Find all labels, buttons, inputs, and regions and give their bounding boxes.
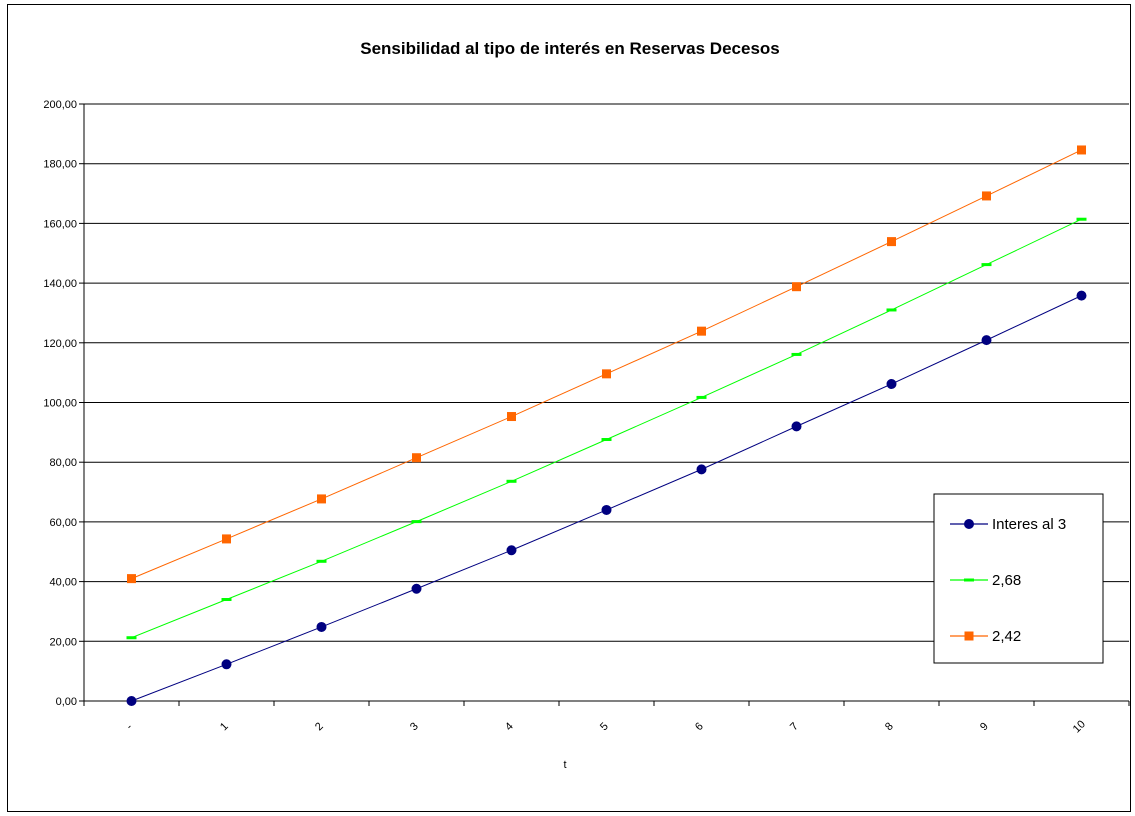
series <box>126 217 1087 640</box>
data-point <box>792 282 801 292</box>
data-point <box>964 631 974 641</box>
data-point <box>126 696 137 706</box>
chart-title: Sensibilidad al tipo de interés en Reser… <box>360 39 780 58</box>
data-point <box>886 308 897 312</box>
x-axis-ticks: - 1 2 3 4 5 6 7 8 9 10 <box>83 701 1130 735</box>
data-point <box>1077 145 1086 155</box>
legend-box <box>933 493 1104 664</box>
x-tick-label: 1 <box>218 720 231 733</box>
x-tick-label: 7 <box>788 720 801 733</box>
y-tick-label: 120,00 <box>43 338 77 350</box>
data-point <box>601 504 612 515</box>
x-tick-label: 5 <box>598 720 611 733</box>
y-tick-label: 80,00 <box>49 457 77 469</box>
series-group <box>126 145 1087 706</box>
data-point <box>316 559 327 563</box>
y-tick-label: 180,00 <box>43 159 77 171</box>
data-point <box>601 438 612 442</box>
data-point <box>791 421 802 432</box>
legend: Interes al 3 2,68 2,42 <box>933 493 1104 664</box>
data-point <box>411 583 422 594</box>
data-point <box>127 574 136 584</box>
legend-item: 2,42 <box>950 628 1021 645</box>
data-point <box>411 520 422 524</box>
data-point <box>221 598 232 602</box>
x-tick-label: 3 <box>408 720 421 733</box>
data-point <box>791 352 802 356</box>
x-tick-label: 9 <box>978 720 991 733</box>
legend-label: 2,68 <box>992 572 1021 589</box>
data-point <box>317 494 326 504</box>
series <box>126 290 1087 706</box>
data-point <box>887 237 896 247</box>
data-point <box>696 464 707 475</box>
series <box>127 145 1086 584</box>
x-tick-label: 2 <box>313 720 326 733</box>
data-point <box>507 412 516 422</box>
data-point <box>964 578 974 582</box>
data-point <box>981 263 992 267</box>
data-point <box>1076 217 1087 221</box>
data-point <box>886 378 897 389</box>
data-point <box>602 369 611 379</box>
legend-label: 2,42 <box>992 628 1021 645</box>
y-tick-label: 20,00 <box>49 636 77 648</box>
x-tick-label: 6 <box>693 720 706 733</box>
y-tick-label: 0,00 <box>56 696 77 708</box>
x-tick-label: 10 <box>1071 718 1088 735</box>
legend-item: 2,68 <box>950 572 1021 589</box>
data-point <box>506 479 517 483</box>
x-tick-label: 8 <box>883 720 896 733</box>
data-point <box>1076 290 1087 301</box>
y-tick-label: 160,00 <box>43 218 77 230</box>
legend-item: Interes al 3 <box>950 516 1066 533</box>
data-point <box>222 534 231 544</box>
chart-frame <box>7 4 1131 812</box>
x-tick-label: - <box>124 721 135 732</box>
y-tick-label: 60,00 <box>49 517 77 529</box>
y-tick-label: 140,00 <box>43 278 77 290</box>
data-point <box>982 191 991 201</box>
data-point <box>412 453 421 463</box>
data-point <box>964 519 974 529</box>
x-axis-title: t <box>563 759 566 771</box>
x-tick-label: 4 <box>503 720 516 733</box>
data-point <box>696 395 707 399</box>
data-point <box>221 659 232 670</box>
data-point <box>697 326 706 336</box>
y-tick-label: 40,00 <box>49 577 77 589</box>
legend-label: Interes al 3 <box>992 516 1066 533</box>
y-tick-label: 200,00 <box>43 99 77 111</box>
data-point <box>126 636 137 640</box>
data-point <box>981 335 992 346</box>
y-tick-label: 100,00 <box>43 398 77 410</box>
data-point <box>506 545 517 556</box>
y-axis-ticks: 0,00 20,00 40,00 60,00 80,00 100,00 120,00 140,… <box>43 99 84 708</box>
data-point <box>316 621 327 632</box>
